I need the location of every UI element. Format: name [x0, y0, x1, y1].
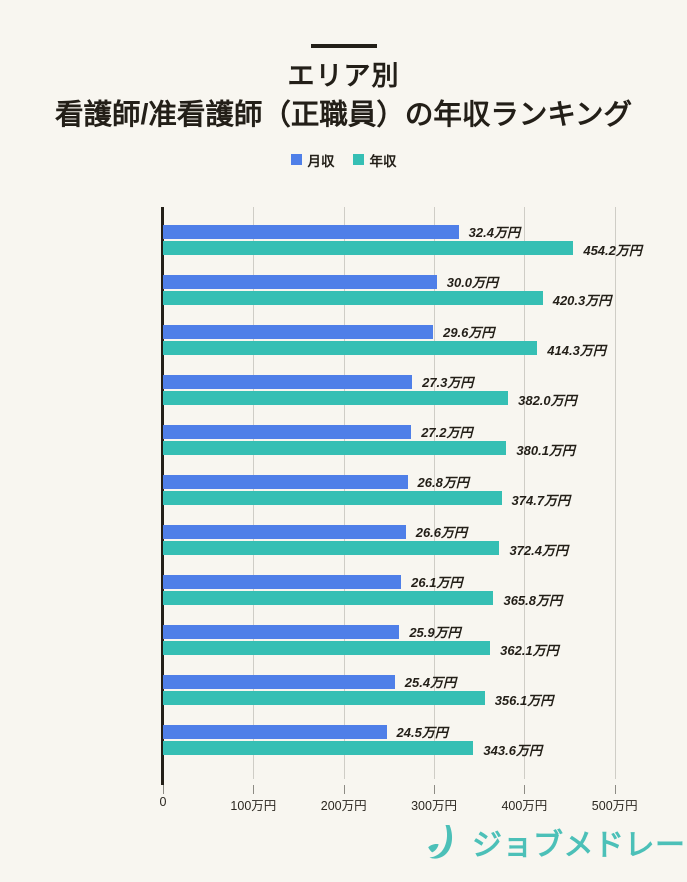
- bar-monthly: [163, 275, 437, 289]
- x-axis: 0 100万円 200万円 300万円 400万円 500万円: [159, 785, 687, 815]
- bar-value-monthly: 27.2万円: [421, 425, 473, 440]
- page-title-line2: 看護師/准看護師（正職員）の年収ランキング: [54, 98, 633, 131]
- bar-annual: [163, 691, 485, 705]
- x-axis-label: 300万円: [411, 799, 457, 813]
- legend-swatch-icon: [290, 154, 302, 166]
- y-axis-line: [161, 207, 164, 785]
- x-axis-tick: [434, 785, 436, 794]
- chart-header: エリア別 看護師/准看護師（正職員）の年収ランキング 月収 年収: [0, 0, 687, 170]
- bar-value-monthly: 26.8万円: [417, 475, 469, 490]
- bar-value-monthly: 24.5万円: [396, 725, 448, 740]
- bar-monthly: [163, 475, 408, 489]
- bar-value-monthly: 32.4万円: [468, 225, 520, 240]
- bar-annual: [163, 741, 474, 755]
- bar-annual: [163, 291, 543, 305]
- x-axis-tick: [343, 785, 345, 794]
- bar-annual: [163, 441, 507, 455]
- bar-monthly: [163, 525, 406, 539]
- bar-monthly: [163, 325, 434, 339]
- bar-value-annual: 362.1万円: [500, 643, 559, 658]
- bar-annual: [163, 541, 500, 555]
- bar-value-annual: 454.2万円: [583, 243, 642, 258]
- x-axis-label: 400万円: [501, 799, 548, 813]
- bar-monthly: [163, 725, 387, 739]
- gridline: [524, 207, 526, 779]
- gridline: [614, 207, 616, 779]
- legend-label: 年収: [369, 153, 397, 169]
- x-axis-label: 500万円: [591, 799, 638, 813]
- crescent-mark-icon: [418, 820, 464, 871]
- bar-annual: [163, 491, 502, 505]
- bar-value-annual: 414.3万円: [547, 343, 606, 358]
- x-axis-tick: [163, 785, 164, 794]
- legend-label: 月収: [307, 153, 335, 169]
- bar-chart: 首都圏32.4万円454.2万円近畿30.0万円420.3万円東海29.6万円4…: [0, 207, 687, 813]
- bar-monthly: [163, 425, 412, 439]
- bar-value-annual: 380.1万円: [516, 443, 575, 458]
- legend-swatch-icon: [352, 154, 364, 166]
- page-title-line1: エリア別: [287, 61, 400, 91]
- bar-value-annual: 382.0万円: [518, 393, 577, 408]
- bar-value-annual: 374.7万円: [511, 493, 571, 508]
- plot-area: 首都圏32.4万円454.2万円近畿30.0万円420.3万円東海29.6万円4…: [163, 207, 687, 779]
- bar-monthly: [163, 625, 400, 639]
- bar-annual: [163, 391, 509, 405]
- bar-annual: [163, 341, 538, 355]
- x-axis-tick: [253, 785, 255, 794]
- bar-annual: [163, 241, 574, 255]
- bar-monthly: [163, 575, 402, 589]
- bar-annual: [163, 641, 491, 655]
- x-axis-label: 0: [159, 795, 167, 809]
- title-divider: [310, 44, 377, 48]
- bar-value-monthly: 29.6万円: [443, 325, 495, 340]
- bar-value-monthly: 26.1万円: [411, 575, 463, 590]
- bar-value-monthly: 30.0万円: [446, 275, 499, 290]
- brand-logo: ジョブメドレー: [418, 820, 686, 871]
- bar-value-annual: 420.3万円: [552, 293, 612, 308]
- bar-value-annual: 356.1万円: [494, 693, 554, 708]
- bar-value-monthly: 27.3万円: [422, 375, 474, 390]
- x-axis-label: 200万円: [320, 799, 367, 813]
- bar-value-annual: 372.4万円: [509, 543, 568, 558]
- legend-item: 年収: [352, 150, 397, 170]
- chart-legend: 月収 年収: [0, 150, 687, 170]
- bar-monthly: [163, 225, 459, 239]
- x-axis-tick: [524, 785, 526, 794]
- bar-monthly: [163, 375, 413, 389]
- bar-value-monthly: 25.4万円: [404, 675, 457, 690]
- bar-annual: [163, 591, 494, 605]
- bar-monthly: [163, 675, 395, 689]
- bar-value-monthly: 25.9万円: [409, 625, 461, 640]
- x-axis-label: 100万円: [230, 799, 277, 813]
- x-axis-tick: [614, 785, 616, 794]
- brand-name: ジョブメドレー: [472, 828, 686, 862]
- legend-item: 月収: [290, 150, 335, 170]
- bar-value-annual: 343.6万円: [483, 743, 542, 758]
- bar-value-annual: 365.8万円: [503, 593, 563, 608]
- bar-value-monthly: 26.6万円: [415, 525, 468, 540]
